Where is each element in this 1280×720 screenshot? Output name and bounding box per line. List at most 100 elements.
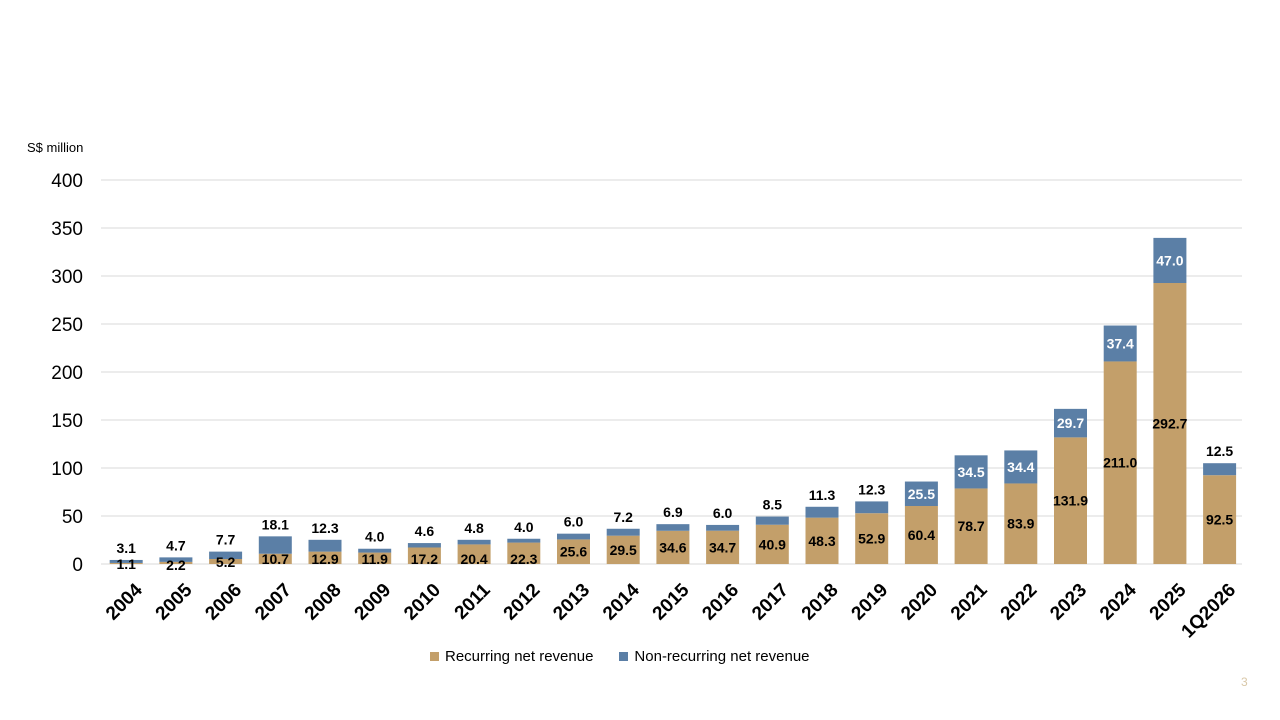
data-label-recurring: 10.7 [262,551,289,567]
data-label-non-recurring: 37.4 [1107,335,1134,351]
y-tick-label: 400 [51,171,83,192]
bar-non-recurring [954,455,988,489]
data-label-recurring: 211.0 [1103,455,1137,471]
data-label-non-recurring: 29.7 [1057,415,1084,431]
bar-non-recurring [159,557,193,562]
x-tick-label: 2006 [201,580,246,625]
y-tick-label: 150 [51,411,83,432]
data-label-recurring: 17.2 [411,551,438,567]
data-label-recurring: 40.9 [759,536,786,552]
bar-recurring [308,551,342,564]
bar-recurring [557,539,590,564]
bar-recurring [855,513,889,564]
bar-non-recurring [755,516,789,525]
bar-recurring [755,524,789,564]
bar-non-recurring [855,501,889,514]
x-tick-label: 2010 [400,580,445,625]
bar-recurring [457,544,491,564]
bar-non-recurring [1054,408,1087,438]
legend: Recurring net revenue Non-recurring net … [430,648,810,665]
x-tick-label: 2013 [549,580,594,625]
data-label-recurring: 83.9 [1007,516,1034,532]
bar-recurring [507,542,541,564]
y-tick-label: 50 [62,507,83,528]
bar-recurring [1203,475,1237,564]
data-label-recurring: 25.6 [560,544,587,560]
bar-recurring [258,553,292,564]
x-tick-label: 2011 [451,579,495,623]
bar-non-recurring [457,539,491,545]
data-label-non-recurring: 6.9 [663,504,683,520]
y-tick-label: 100 [51,459,83,480]
legend-item-non-recurring: Non-recurring net revenue [619,648,810,665]
x-tick-label: 2015 [649,579,694,624]
x-tick-label: 2014 [599,579,644,624]
data-label-recurring: 52.9 [858,531,885,547]
x-tick-label: 2007 [251,580,296,625]
x-tick-label: 2020 [897,580,942,625]
data-label-non-recurring: 6.0 [713,505,733,521]
data-label-recurring: 292.7 [1152,416,1187,432]
y-tick-label: 300 [51,267,83,288]
data-label-non-recurring: 11.3 [809,487,836,503]
y-unit-label: S$ million [27,140,84,155]
data-label-non-recurring: 12.3 [311,520,338,536]
bar-non-recurring [805,506,839,518]
bar-recurring [407,547,441,564]
bar-recurring [159,561,193,564]
x-tick-label: 2012 [500,580,545,625]
bar-recurring [656,530,690,564]
x-tick-label: 2008 [301,580,346,625]
data-label-recurring: 20.4 [460,551,487,567]
x-tick-label: 2024 [1096,579,1141,624]
legend-swatch-non-recurring [619,652,629,661]
data-label-recurring: 60.4 [908,527,935,543]
data-label-non-recurring: 25.5 [908,486,935,502]
bar-non-recurring [706,524,740,531]
data-label-non-recurring: 34.4 [1007,459,1034,475]
bar-recurring [706,530,740,564]
bar-non-recurring [308,539,342,552]
x-tick-label: 2021 [947,579,992,624]
x-tick-label: 2017 [748,580,793,625]
bar-non-recurring [1203,463,1237,476]
bar-non-recurring [656,524,690,531]
bar-recurring [805,517,839,564]
data-label-non-recurring: 47.0 [1156,252,1183,268]
x-tick-label: 2025 [1146,579,1191,624]
data-label-non-recurring: 4.6 [415,523,435,539]
bar-non-recurring [1103,325,1137,362]
bar-non-recurring [904,481,938,507]
data-label-non-recurring: 7.7 [216,532,236,548]
data-label-non-recurring: 6.0 [564,514,584,530]
data-label-recurring: 22.3 [510,551,537,567]
bar-recurring [209,559,243,564]
bar-recurring [1103,361,1137,564]
data-label-recurring: 12.9 [311,551,338,567]
bar-non-recurring [209,551,243,560]
x-tick-label: 2009 [351,580,396,625]
legend-label-non-recurring: Non-recurring net revenue [634,648,810,665]
y-tick-label: 350 [51,219,83,240]
data-label-recurring: 48.3 [808,533,835,549]
bar-non-recurring [557,533,590,540]
x-tick-label: 2023 [1046,580,1091,625]
bar-non-recurring [358,548,392,553]
data-label-non-recurring: 4.7 [166,537,186,553]
y-tick-label: 250 [51,315,83,336]
legend-swatch-recurring [430,652,439,661]
data-label-non-recurring: 8.5 [763,497,783,513]
x-tick-labels: 2004 2005 2006 2007 2008 2009 2010 2011 2012 2013… [102,579,1240,642]
bar-non-recurring [109,559,143,563]
bar-non-recurring [258,536,292,554]
y-tick-label: 0 [72,555,83,576]
bar-recurring [1153,283,1187,564]
bar-non-recurring [606,528,640,536]
bar-recurring [109,562,143,564]
data-label-recurring: 34.7 [709,539,736,555]
bar-recurring [1004,483,1038,564]
bar-non-recurring [1004,450,1038,484]
data-label-non-recurring: 4.0 [365,529,385,545]
x-tick-label: 2018 [798,580,843,625]
bar-recurring [606,535,640,564]
